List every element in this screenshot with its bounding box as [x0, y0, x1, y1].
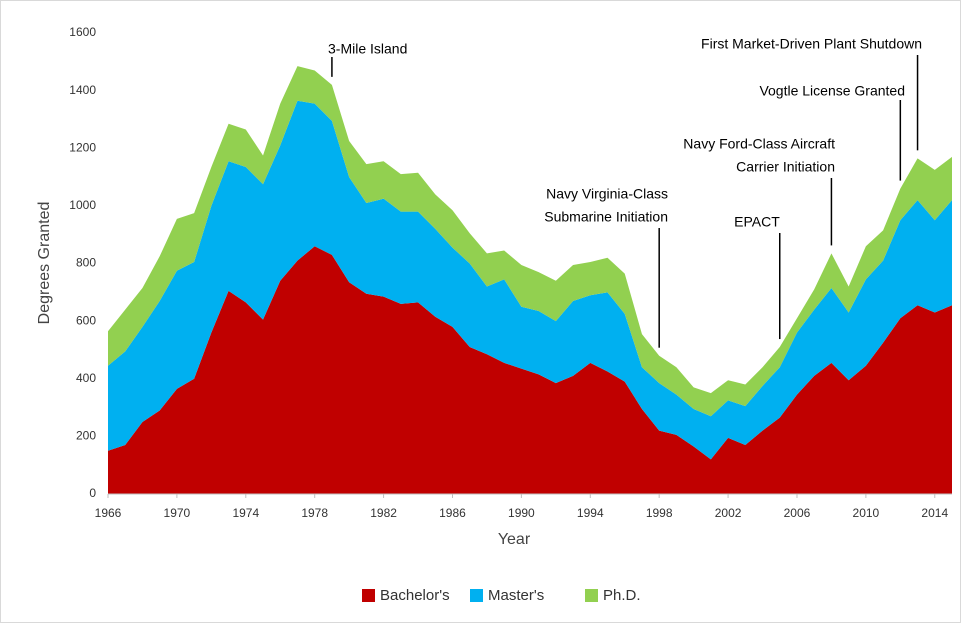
y-tick-label: 400: [76, 371, 96, 385]
legend-swatch: [362, 589, 375, 602]
y-axis-label: Degrees Granted: [36, 202, 53, 325]
y-tick-label: 1200: [69, 140, 96, 154]
y-tick-label: 1600: [69, 25, 96, 39]
x-tick-label: 1986: [439, 506, 466, 520]
y-tick-label: 600: [76, 313, 96, 327]
x-tick-label: 1978: [301, 506, 328, 520]
annotation: EPACT: [734, 214, 780, 230]
x-tick-label: 2006: [784, 506, 811, 520]
x-tick-label: 2010: [853, 506, 880, 520]
annotation: Vogtle License Granted: [759, 83, 905, 99]
legend-label: Master's: [488, 587, 544, 604]
y-tick-label: 1400: [69, 83, 96, 97]
annotation: 3-Mile Island: [328, 41, 407, 57]
x-tick-label: 2014: [921, 506, 948, 520]
annotation: Carrier Initiation: [736, 159, 835, 175]
x-tick-label: 1990: [508, 506, 535, 520]
y-tick-label: 0: [89, 486, 96, 500]
y-tick-label: 800: [76, 256, 96, 270]
annotation: Navy Ford-Class Aircraft: [683, 136, 835, 152]
x-tick-label: 2002: [715, 506, 742, 520]
y-tick-label: 1000: [69, 198, 96, 212]
legend-label: Ph.D.: [603, 587, 641, 604]
y-tick-label: 200: [76, 429, 96, 443]
annotation: Submarine Initiation: [544, 209, 668, 225]
x-tick-label: 1998: [646, 506, 673, 520]
x-axis-label: Year: [498, 531, 531, 548]
legend-swatch: [585, 589, 598, 602]
legend-swatch: [470, 589, 483, 602]
x-tick-label: 1974: [232, 506, 259, 520]
x-tick-label: 1970: [164, 506, 191, 520]
area: [108, 100, 952, 460]
legend-label: Bachelor's: [380, 587, 450, 604]
x-tick-label: 1966: [95, 506, 122, 520]
x-tick-label: 1982: [370, 506, 397, 520]
x-tick-label: 1994: [577, 506, 604, 520]
annotation: First Market-Driven Plant Shutdown: [701, 36, 922, 52]
annotation: Navy Virginia-Class: [546, 186, 668, 202]
area: [108, 246, 952, 494]
